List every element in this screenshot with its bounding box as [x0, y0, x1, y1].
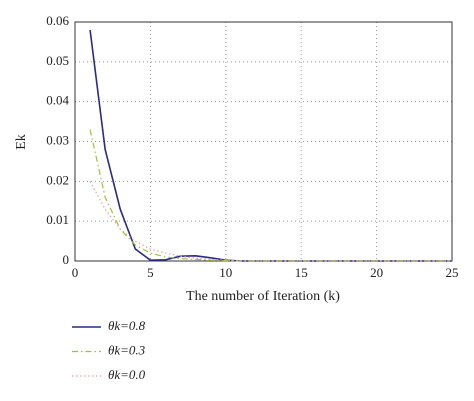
x-tick-label: 5 — [147, 265, 154, 280]
y-axis-label: Ek — [14, 134, 29, 150]
y-tick-label: 0.01 — [46, 212, 69, 227]
x-tick-label: 10 — [219, 265, 232, 280]
y-tick-label: 0.05 — [46, 53, 69, 68]
y-tick-label: 0.06 — [46, 13, 69, 28]
legend-label: θk=0.3 — [108, 342, 146, 357]
legend-label: θk=0.0 — [108, 367, 146, 382]
x-tick-label: 15 — [295, 265, 308, 280]
y-tick-label: 0 — [63, 252, 70, 267]
y-tick-label: 0.04 — [46, 93, 69, 108]
y-tick-label: 0.03 — [46, 132, 69, 147]
x-tick-label: 25 — [446, 265, 459, 280]
y-tick-label: 0.02 — [46, 172, 69, 187]
x-axis-label: The number of Iteration (k) — [186, 289, 340, 304]
legend-label: θk=0.8 — [108, 318, 146, 333]
x-tick-label: 0 — [72, 265, 79, 280]
series-line — [89, 29, 452, 262]
x-tick-label: 20 — [370, 265, 383, 280]
series-line — [89, 181, 452, 262]
series-line — [89, 129, 452, 262]
